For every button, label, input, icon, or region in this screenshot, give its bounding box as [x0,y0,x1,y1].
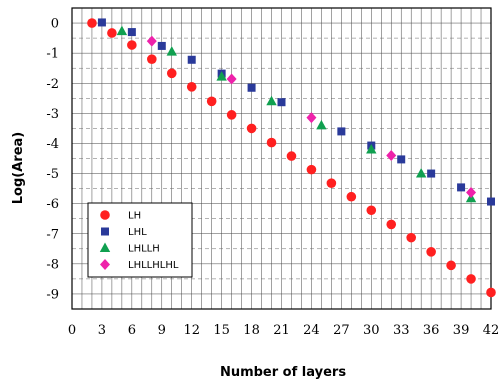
y-axis-ticks: 0 -1 -2 -3 -4 -5 -6 -7 -8 -9 [46,17,59,303]
series-lh [87,18,496,298]
data-point-lhl [157,41,166,50]
legend-label-lhl: LHL [128,227,147,238]
data-point-lhllhlhl [226,73,237,85]
data-point-lh [186,82,197,92]
y-tick-label: -6 [46,197,59,212]
data-point-lhl [427,169,436,178]
x-tick-label: 33 [393,323,410,338]
data-point-lh [486,287,496,298]
data-point-lhllhlhl [466,187,477,199]
y-tick-label: -7 [46,227,59,242]
data-point-lh [127,40,137,50]
data-point-lhl [397,155,406,164]
data-point-lhllh [266,95,277,106]
data-point-lh [147,54,157,64]
x-tick-label: 15 [213,323,230,338]
data-point-lh [346,191,357,202]
data-point-lhllh [366,143,377,154]
data-point-lh [326,178,337,188]
data-point-lh [266,137,277,148]
data-point-lh [246,123,257,134]
data-point-lhllhlhl [386,149,397,161]
legend-marker-lhllh [99,242,111,252]
x-tick-label: 39 [453,323,470,338]
data-point-lhl [487,197,495,206]
x-tick-label: 12 [183,323,200,338]
y-tick-label: -8 [46,257,59,272]
x-tick-label: 42 [483,323,500,338]
data-point-lhl [187,55,196,64]
y-tick-label: -1 [46,47,59,62]
y-tick-label: 0 [51,17,59,32]
series-lhllhlhl [146,35,477,199]
plot-frame [71,7,492,310]
y-tick-label: -4 [46,137,59,152]
legend-label-lh: LH [128,211,141,222]
data-points [87,18,496,298]
data-point-lhllh [316,119,327,130]
x-tick-label: 6 [128,323,136,338]
data-point-lh [206,96,217,107]
data-point-lh [426,247,436,257]
data-point-lhl [277,98,286,107]
y-axis-label: Log(Area) [11,132,26,204]
x-axis-ticks: 0 3 6 9 12 15 18 21 24 27 30 33 36 39 42 [68,323,499,338]
data-point-lhl [337,127,346,136]
data-point-lh [107,28,117,38]
legend-marker-lhllhlhl [100,259,110,270]
data-point-lhl [247,83,256,92]
x-axis-label: Number of layers [220,365,346,380]
data-point-lh [166,68,177,79]
x-tick-label: 18 [243,323,260,338]
data-point-lhllh [166,46,177,56]
data-point-lhllhlhl [306,112,317,124]
grid-lines [71,8,492,309]
data-point-lhllh [116,25,128,36]
x-tick-label: 21 [273,323,290,338]
data-point-lh [226,110,237,120]
data-point-lh [366,205,377,216]
series-lhl [97,18,495,206]
data-point-lh [286,151,297,161]
data-point-lh [87,18,97,28]
y-tick-label: -5 [46,167,59,182]
data-point-lh [386,219,397,230]
x-tick-label: 30 [363,323,380,338]
y-tick-label: -9 [46,287,59,302]
x-tick-label: 0 [68,323,76,338]
legend-marker-lh [100,210,110,220]
data-point-lhl [97,18,106,27]
x-tick-label: 36 [423,323,440,338]
data-point-lh [306,164,317,175]
x-tick-label: 24 [303,323,320,338]
data-point-lhl [457,183,466,192]
y-tick-label: -2 [46,77,59,92]
data-point-lhllh [216,71,227,81]
series-lhllh [116,25,477,203]
data-point-lh [466,274,476,284]
data-point-lhllh [415,168,427,178]
data-point-lh [406,232,416,243]
y-tick-label: -3 [46,107,59,122]
legend-marker-lhl [101,227,109,236]
legend-label-lhllhlhl: LHLLHLHL [128,260,179,271]
data-point-lhl [127,28,136,37]
data-point-lhllhlhl [146,35,157,47]
x-tick-label: 3 [98,323,106,338]
legend-label-lhllh: LHLLH [128,244,160,255]
x-tick-label: 9 [158,323,166,338]
x-tick-label: 27 [333,323,350,338]
legend: LH LHL LHLLH LHLLHLHL [87,202,193,278]
data-point-lh [446,260,456,271]
